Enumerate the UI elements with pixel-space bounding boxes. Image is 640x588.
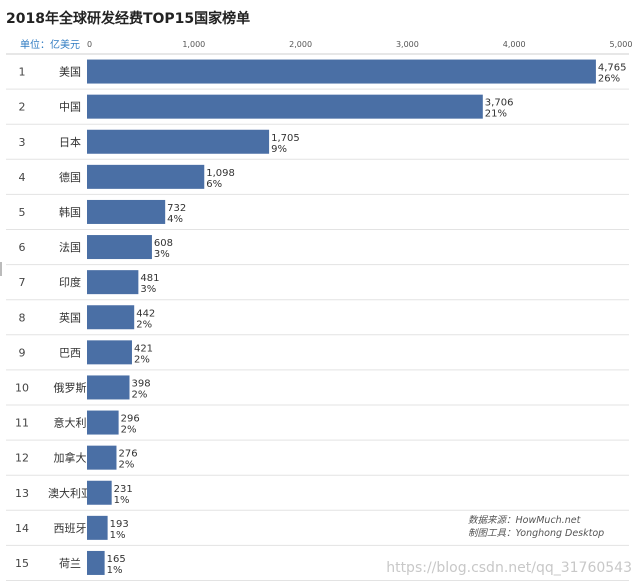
bar	[87, 59, 596, 84]
category-label: 巴西	[59, 346, 81, 359]
share-label: 2%	[132, 389, 148, 400]
bar	[87, 515, 108, 540]
rank-label: 5	[19, 206, 26, 219]
rank-label: 14	[15, 522, 29, 535]
bar	[87, 270, 139, 295]
value-label: 398	[132, 378, 151, 389]
rank-label: 4	[19, 171, 26, 184]
category-label: 荷兰	[59, 557, 81, 570]
category-label: 中国	[59, 101, 81, 114]
category-label: 美国	[59, 66, 81, 79]
value-label: 165	[107, 554, 126, 565]
x-tick-label: 5,000	[610, 40, 633, 49]
bar	[87, 480, 112, 505]
value-label: 3,706	[485, 98, 514, 109]
value-label: 481	[140, 273, 159, 284]
category-label: 英国	[59, 310, 81, 324]
bar	[87, 129, 270, 154]
value-label: 276	[118, 449, 137, 460]
category-label: 俄罗斯	[54, 381, 87, 394]
share-label: 26%	[598, 74, 620, 85]
bar	[87, 235, 152, 260]
category-label: 加拿大	[54, 451, 87, 465]
share-label: 21%	[485, 109, 507, 120]
rank-label: 12	[15, 452, 29, 465]
unit-label: 单位：亿美元	[20, 40, 80, 51]
value-label: 1,098	[206, 168, 235, 179]
bar	[87, 375, 130, 400]
share-label: 3%	[140, 284, 156, 295]
value-label: 231	[114, 484, 133, 495]
rank-label: 6	[19, 241, 26, 254]
category-label: 德国	[59, 170, 81, 184]
bar	[87, 410, 119, 435]
source-line-data: 数据来源：HowMuch.net	[468, 515, 581, 526]
value-label: 4,765	[598, 63, 627, 74]
watermark: https://blog.csdn.net/qq_31760543	[386, 560, 632, 576]
x-tick-label: 4,000	[503, 40, 526, 49]
bar	[87, 340, 132, 365]
scroll-handle[interactable]	[0, 262, 2, 276]
share-label: 1%	[110, 530, 126, 541]
category-label: 澳大利亚	[48, 486, 92, 500]
rank-label: 10	[15, 381, 29, 394]
value-label: 421	[134, 343, 153, 354]
value-label: 608	[154, 238, 173, 249]
category-label: 印度	[59, 275, 81, 289]
rank-label: 11	[15, 417, 29, 430]
rank-label: 8	[19, 311, 26, 324]
share-label: 2%	[121, 425, 137, 436]
share-label: 3%	[154, 249, 170, 260]
rank-label: 9	[19, 346, 26, 359]
x-tick-label: 2,000	[289, 40, 312, 49]
value-label: 732	[167, 203, 186, 214]
rank-label: 1	[19, 66, 26, 79]
bar	[87, 199, 166, 224]
bar	[87, 305, 135, 330]
chart-title: 2018年全球研发经费TOP15国家榜单	[6, 11, 251, 27]
value-label: 442	[136, 308, 155, 319]
rank-label: 7	[19, 276, 26, 289]
category-label: 法国	[59, 240, 81, 254]
value-label: 193	[110, 519, 129, 530]
rank-label: 3	[19, 136, 26, 149]
category-label: 意大利	[54, 416, 87, 430]
share-label: 2%	[134, 354, 150, 365]
share-label: 2%	[136, 319, 152, 330]
value-label: 296	[121, 414, 140, 425]
source-note: 数据来源：HowMuch.net 制图工具：Yonghong Desktop	[468, 514, 604, 540]
bar	[87, 445, 117, 470]
category-label: 韩国	[59, 205, 81, 219]
category-label: 日本	[59, 135, 81, 149]
share-label: 6%	[206, 179, 222, 190]
share-label: 9%	[271, 144, 287, 155]
source-line-tool: 制图工具：Yonghong Desktop	[468, 528, 605, 539]
rank-label: 13	[15, 487, 29, 500]
bar	[87, 164, 205, 189]
category-label: 西班牙	[54, 522, 87, 535]
x-tick-label: 0	[87, 40, 92, 49]
rank-label: 15	[15, 557, 29, 570]
value-label: 1,705	[271, 133, 300, 144]
bar	[87, 550, 105, 575]
x-tick-label: 1,000	[182, 40, 205, 49]
share-label: 1%	[114, 495, 130, 506]
share-label: 2%	[118, 460, 134, 471]
share-label: 4%	[167, 214, 183, 225]
x-tick-label: 3,000	[396, 40, 419, 49]
bar	[87, 94, 483, 119]
rank-label: 2	[19, 101, 26, 114]
share-label: 1%	[107, 565, 123, 576]
